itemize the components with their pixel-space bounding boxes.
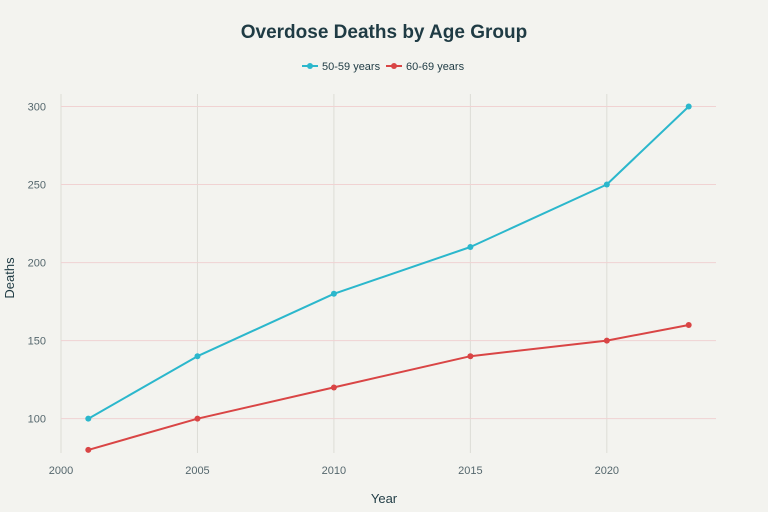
legend-item-1[interactable]: 50-59 years [302,61,381,73]
y-axis-title: Deaths [2,257,17,299]
y-tick-label: 150 [28,336,46,348]
x-tick-label: 2005 [185,465,209,477]
data-point [85,415,92,422]
x-axis-ticks: 2000 2005 2010 2015 2020 [49,465,619,477]
data-point [194,415,201,422]
series-line [87,105,690,420]
series-line [87,324,690,451]
series-2 [85,322,692,453]
y-axis-ticks: 100 150 200 250 300 [28,101,46,425]
legend[interactable]: 50-59 years 60-69 years [302,61,465,73]
y-tick-label: 300 [28,101,46,113]
x-tick-label: 2020 [595,465,619,477]
y-tick-label: 200 [28,258,46,270]
data-point [85,446,92,453]
legend-marker [391,63,397,69]
x-tick-label: 2015 [458,465,482,477]
grid-lines [60,94,716,453]
legend-label: 60-69 years [406,61,465,73]
legend-item-2[interactable]: 60-69 years [386,61,465,73]
x-axis-title: Year [371,491,398,506]
chart-title: Overdose Deaths by Age Group [241,22,527,43]
series-layer [85,103,692,453]
x-tick-label: 2000 [49,465,73,477]
legend-marker [307,63,313,69]
series-1 [85,103,692,422]
data-point [685,103,692,110]
data-point [467,243,474,250]
data-point [330,290,337,297]
data-point [685,322,692,329]
data-point [467,353,474,360]
y-tick-label: 100 [28,414,46,426]
data-point [194,353,201,360]
data-point [330,384,337,391]
x-tick-label: 2010 [322,465,346,477]
data-point [603,181,610,188]
y-tick-label: 250 [28,180,46,192]
legend-label: 50-59 years [322,61,381,73]
data-point [603,337,610,344]
